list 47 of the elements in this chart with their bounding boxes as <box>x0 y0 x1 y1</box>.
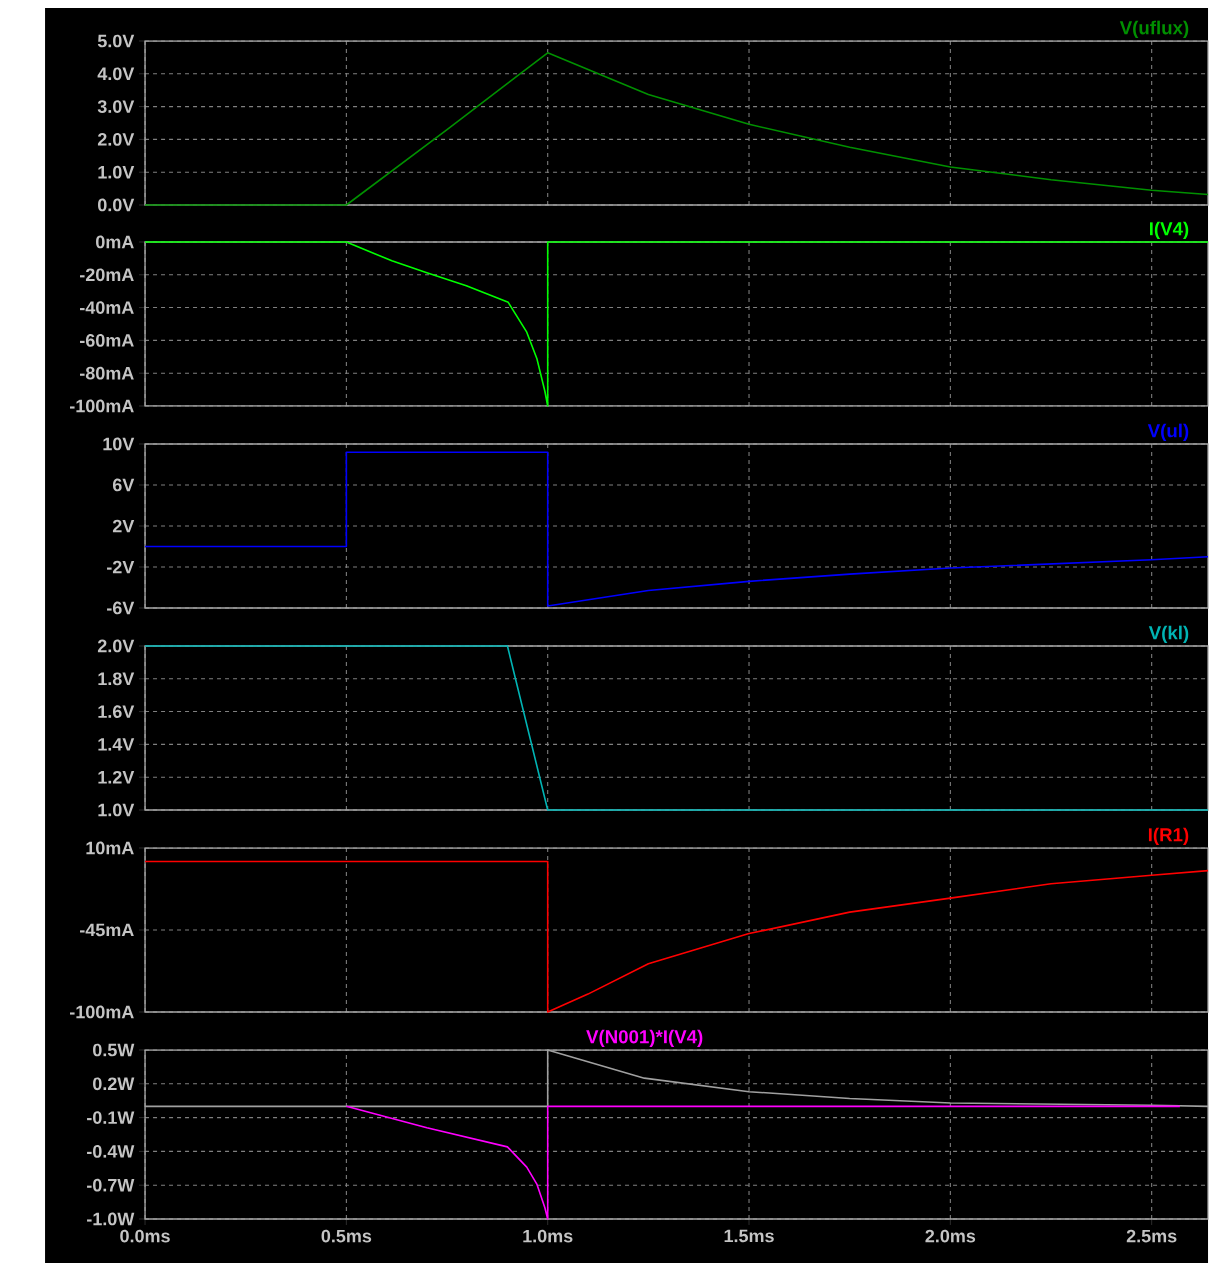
y-tick-label: 0.2W <box>93 1077 135 1091</box>
y-tick-label: 2.0V <box>98 133 135 146</box>
y-tick-label: 1.0V <box>98 803 135 817</box>
y-tick-label: -80mA <box>80 366 134 380</box>
text: V(N001)*I(V4) <box>586 1029 703 1048</box>
x-tick-label: 2.0ms <box>925 1229 976 1243</box>
y-tick-label: 3.0V <box>97 100 135 113</box>
y-tick-label: -45mA <box>80 923 134 937</box>
y-tick-label: 6V <box>113 478 135 492</box>
y-tick-label: 1.2V <box>98 770 135 784</box>
text: V(uflux) <box>1119 20 1189 39</box>
series-label: I(R1) <box>1149 827 1189 846</box>
y-tick-label: 10V <box>103 437 135 451</box>
series-label: I(V4) <box>1150 221 1189 240</box>
y-tick-label: -20mA <box>80 268 134 282</box>
text: V(kl) <box>1148 625 1189 644</box>
y-tick-label: -1.0W <box>87 1212 135 1226</box>
y-tick-label: -6V <box>107 601 135 615</box>
y-tick-label: -40mA <box>80 301 134 314</box>
y-tick-label: -0.4W <box>87 1145 135 1158</box>
line-series <box>144 52 1209 206</box>
y-tick-label: 5.0V <box>97 34 135 48</box>
text: V(ul) <box>1147 423 1189 442</box>
y-tick-label: 2V <box>113 519 135 533</box>
y-tick-label: 10mA <box>86 841 134 855</box>
y-tick-label: 0mA <box>96 235 134 249</box>
y-tick-label: 1.4V <box>98 738 135 751</box>
y-tick-label: -0.1W <box>87 1111 135 1124</box>
y-tick-label: 2.0V <box>98 639 135 653</box>
y-tick-label: 1.8V <box>98 672 135 686</box>
line-series <box>345 1105 1181 1220</box>
line-series <box>144 860 1209 1013</box>
x-tick-label: 0.5ms <box>321 1229 372 1243</box>
y-tick-label: 1.6V <box>98 705 135 718</box>
y-tick-label: 4.0V <box>97 67 135 81</box>
x-tick-label: 0.0ms <box>120 1229 170 1243</box>
x-tick-label: 1.0ms <box>523 1229 573 1243</box>
y-tick-label: -100mA <box>70 399 134 413</box>
x-tick-label: 1.5ms <box>724 1229 774 1243</box>
x-tick-label: 2.5ms <box>1126 1229 1177 1243</box>
y-tick-label: 0.0V <box>98 198 135 212</box>
y-tick-label: -2V <box>107 560 135 574</box>
y-tick-label: 1.0V <box>98 165 135 179</box>
y-tick-label: -0.7W <box>87 1178 135 1192</box>
y-tick-label: -60mA <box>80 334 134 347</box>
y-tick-label: -100mA <box>70 1005 134 1019</box>
y-tick-label: 0.5W <box>93 1043 135 1057</box>
